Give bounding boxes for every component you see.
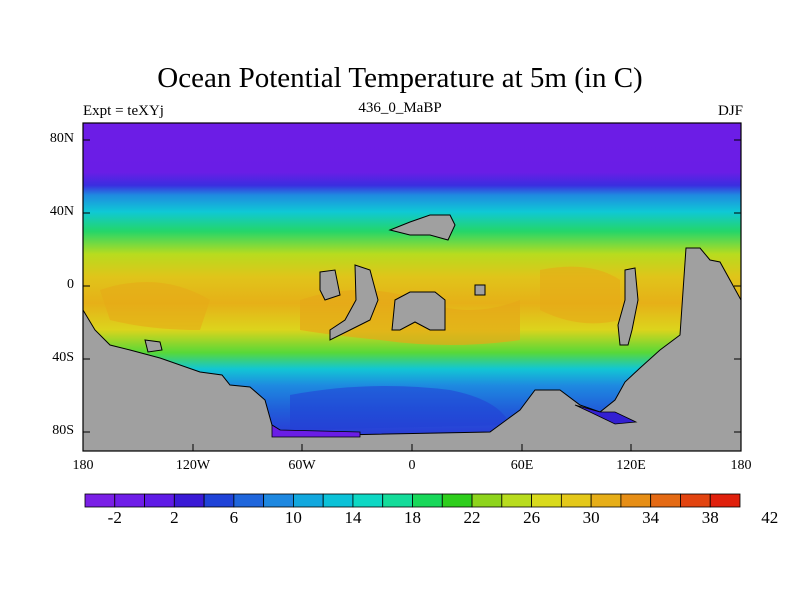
colorbar-label: -2: [107, 508, 122, 527]
colorbar-box: [84, 493, 116, 508]
x-tick-label: 0: [408, 458, 416, 473]
colorbar-box: [471, 493, 503, 508]
y-tick-label: 80N: [49, 131, 74, 146]
land-masses: [82, 214, 742, 452]
colorbar-box: [144, 493, 175, 508]
x-tick-label: 120E: [616, 458, 646, 473]
colorbar-box: [620, 493, 652, 508]
map-title: Ocean Potential Temperature at 5m (in C): [157, 62, 643, 94]
colorbar-box: [650, 493, 681, 508]
y-tick-label: 40N: [49, 204, 74, 219]
colorbar-label: 18: [404, 508, 421, 527]
colorbar-box: [680, 493, 711, 508]
west-island: [319, 269, 341, 301]
cold-patch: [290, 386, 510, 430]
colorbar: [84, 493, 741, 508]
colorbar-label: 6: [229, 508, 239, 527]
colorbar-label: 10: [284, 508, 302, 527]
north-island: [388, 214, 456, 241]
experiment-label: Expt = teXYj: [83, 103, 164, 119]
x-tick-label: 60E: [510, 458, 534, 473]
colorbar-label: 2: [170, 508, 179, 527]
colorbar-label: 30: [582, 508, 600, 527]
colorbar-box: [412, 493, 443, 508]
colorbar-box: [203, 493, 235, 508]
colorbar-box: [322, 493, 354, 508]
x-tick-label: 180: [72, 458, 94, 473]
small-island: [144, 339, 163, 353]
warm-patch: [540, 266, 620, 324]
colorbar-label: 26: [523, 508, 541, 527]
colorbar-label: 22: [463, 508, 481, 527]
colorbar-box: [263, 493, 294, 508]
colorbar-box: [590, 493, 622, 508]
colorbar-box: [233, 493, 265, 508]
colorbar-box: [709, 493, 741, 508]
small-island: [474, 284, 486, 296]
colorbar-label: 14: [344, 508, 362, 527]
colorbar-box: [560, 493, 592, 508]
colorbar-box: [173, 493, 205, 508]
colorbar-label: 42: [761, 508, 779, 527]
colorbar-label: 34: [642, 508, 660, 527]
y-tick-label: 80S: [52, 423, 74, 438]
colorbar-box: [441, 493, 473, 508]
colorbar-box: [352, 493, 384, 508]
cold-strip: [574, 404, 638, 425]
colorbar-box: [382, 493, 413, 508]
central-island: [391, 291, 446, 331]
period-label: 436_0_MaBP: [358, 100, 442, 116]
axis-ticks: [82, 139, 742, 451]
y-tick-label: 40S: [52, 350, 74, 365]
colorbar-box: [501, 493, 532, 508]
x-tick-label: 120W: [175, 458, 211, 473]
x-tick-label: 180: [730, 458, 752, 473]
x-tick-label: 60W: [288, 458, 316, 473]
warm-patch: [100, 282, 210, 330]
mid-island: [329, 264, 379, 341]
colorbar-box: [114, 493, 145, 508]
cold-strip: [271, 424, 361, 438]
southern-land: [82, 247, 742, 452]
y-tick-label: 0: [67, 277, 74, 292]
season-label: DJF: [717, 103, 743, 119]
colorbar-label: 38: [701, 508, 719, 527]
east-island: [617, 267, 639, 346]
colorbar-box: [293, 493, 324, 508]
colorbar-box: [531, 493, 562, 508]
